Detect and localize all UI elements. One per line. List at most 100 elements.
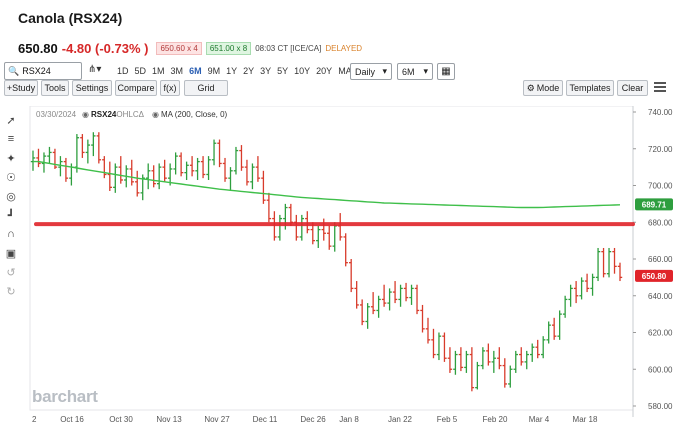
ohlc-bar bbox=[568, 284, 573, 307]
chevron-down-icon: ▾ bbox=[382, 66, 387, 76]
ohlc-bar bbox=[206, 156, 211, 180]
ohlc-bar bbox=[420, 304, 425, 333]
redo-icon[interactable]: ↻ bbox=[6, 285, 16, 298]
calendar-icon: ▦ bbox=[441, 66, 451, 77]
period-9m[interactable]: 9M bbox=[207, 66, 221, 76]
bid-badge: 650.60 x 4 bbox=[156, 41, 202, 55]
ohlc-bar bbox=[557, 310, 562, 340]
ohlc-bar bbox=[403, 282, 409, 302]
ohlc-bar bbox=[211, 139, 217, 166]
add-study-button[interactable]: +Study bbox=[4, 80, 38, 96]
ohlc-bar bbox=[458, 347, 464, 372]
plot-frame bbox=[29, 106, 634, 411]
ohlc-bar bbox=[469, 347, 475, 392]
period-5d[interactable]: 5D bbox=[134, 66, 147, 76]
period-1m[interactable]: 1M bbox=[152, 66, 165, 76]
fibonacci-tool-icon[interactable]: ≡ bbox=[7, 133, 15, 145]
period-6m[interactable]: 6M bbox=[189, 66, 202, 76]
eye-icon[interactable]: ◉ bbox=[151, 110, 159, 119]
fx-button[interactable]: f(x) bbox=[160, 80, 180, 96]
period-max[interactable]: MAX bbox=[338, 66, 358, 76]
range-value: 6M bbox=[402, 66, 415, 77]
undo-icon[interactable]: ↺ bbox=[6, 266, 16, 279]
mode-button[interactable]: ⚙ Mode bbox=[523, 80, 563, 96]
ohlc-bar bbox=[447, 347, 453, 373]
tools-button[interactable]: Tools bbox=[41, 80, 69, 96]
ohlc-bar bbox=[30, 150, 36, 171]
symbol-search-box[interactable]: 🔍 bbox=[4, 62, 82, 80]
x-tick-label: Mar 4 bbox=[529, 415, 550, 424]
ohlc-bar bbox=[551, 317, 557, 340]
legend-symbol: RSX24 bbox=[91, 110, 117, 119]
shape-tool-icon[interactable]: ✦ bbox=[6, 152, 16, 165]
clear-button[interactable]: Clear bbox=[617, 80, 648, 96]
x-tick-label: Jan 22 bbox=[388, 415, 413, 424]
ohlc-bar bbox=[590, 273, 595, 296]
ohlc-bar bbox=[173, 152, 178, 175]
ohlc-bar bbox=[228, 167, 233, 192]
trendline-tool-icon[interactable]: ➚ bbox=[6, 114, 16, 127]
ohlc-bar bbox=[135, 170, 140, 197]
period-3m[interactable]: 3M bbox=[170, 66, 184, 76]
interval-dropdown[interactable]: Daily ▾ bbox=[350, 63, 392, 80]
y-tick-label: 640.00 bbox=[648, 292, 673, 301]
settings-button[interactable]: Settings bbox=[72, 80, 112, 96]
period-10y[interactable]: 10Y bbox=[294, 66, 311, 76]
ohlc-bar bbox=[327, 225, 332, 250]
period-20y[interactable]: 20Y bbox=[316, 66, 333, 76]
pattern-tool-icon[interactable]: ┛ bbox=[7, 209, 15, 222]
symbol-input[interactable] bbox=[22, 66, 79, 76]
ask-badge: 651.00 x 8 bbox=[205, 41, 252, 55]
period-selector: 1D 5D 1M 3M 6M 9M 1Y 2Y 3Y 5Y 10Y 20Y MAX bbox=[117, 66, 364, 76]
ohlc-bar bbox=[480, 347, 486, 370]
period-3y[interactable]: 3Y bbox=[260, 66, 272, 76]
templates-button[interactable]: Templates bbox=[566, 80, 614, 96]
ohlc-bar bbox=[387, 288, 392, 311]
price-chart[interactable]: 580.00 600.00 620.00 640.00 660.00 680.00 700.… bbox=[28, 106, 675, 425]
bar-type-dropdown[interactable]: ⋔▾ bbox=[88, 64, 101, 75]
legend-date: 03/30/2024 bbox=[36, 110, 77, 119]
ohlc-bar bbox=[486, 343, 491, 366]
period-2y[interactable]: 2Y bbox=[243, 66, 255, 76]
range-dropdown[interactable]: 6M ▾ bbox=[397, 63, 433, 80]
x-tick-label: Dec 26 bbox=[300, 415, 326, 424]
ohlc-bar bbox=[261, 170, 266, 204]
moving-average-line bbox=[33, 160, 621, 209]
ohlc-bar bbox=[398, 284, 403, 307]
ohlc-bar bbox=[497, 347, 502, 370]
ma-value-tag bbox=[635, 198, 673, 211]
eye-icon[interactable]: ◉ bbox=[82, 110, 90, 119]
ohlc-bar bbox=[156, 163, 162, 190]
ohlc-bar bbox=[392, 281, 398, 304]
ohlc-bar bbox=[579, 277, 584, 300]
marker-tool-icon[interactable]: ☉ bbox=[6, 171, 16, 184]
grid-button[interactable]: Grid bbox=[184, 80, 228, 96]
interval-value: Daily bbox=[355, 66, 376, 77]
ohlc-bar bbox=[255, 156, 261, 182]
ohlc-bar bbox=[612, 247, 617, 274]
ohlc-bar bbox=[184, 161, 189, 180]
ohlc-bar bbox=[508, 365, 513, 388]
ohlc-bar bbox=[102, 156, 107, 179]
period-5y[interactable]: 5Y bbox=[277, 66, 289, 76]
ohlc-bar bbox=[167, 163, 173, 186]
ohlc-bar bbox=[513, 350, 518, 373]
measure-tool-icon[interactable]: ◎ bbox=[6, 190, 16, 203]
delayed-status: DELAYED bbox=[325, 43, 363, 53]
period-1d[interactable]: 1D bbox=[117, 66, 129, 76]
ohlc-bar bbox=[464, 350, 469, 373]
ohlc-bar bbox=[36, 148, 41, 168]
legend-study: MA (200, Close, 0) bbox=[160, 110, 228, 119]
calendar-button[interactable]: ▦ bbox=[437, 63, 455, 80]
ohlc-bar bbox=[129, 159, 134, 186]
ohlc-bar bbox=[601, 247, 606, 278]
hamburger-menu-icon[interactable] bbox=[654, 82, 666, 94]
period-1y[interactable]: 1Y bbox=[226, 66, 238, 76]
x-tick-label: Feb 5 bbox=[437, 415, 458, 424]
lock-icon[interactable]: ▣ bbox=[5, 247, 17, 260]
ohlc-bar bbox=[52, 148, 58, 169]
quote-header: Canola (RSX24) 650.80 -4.80 (-0.73% ) 65… bbox=[0, 0, 675, 60]
ohlc-bar bbox=[200, 156, 206, 179]
compare-button[interactable]: Compare bbox=[115, 80, 157, 96]
magnet-tool-icon[interactable]: ∩ bbox=[7, 228, 15, 240]
